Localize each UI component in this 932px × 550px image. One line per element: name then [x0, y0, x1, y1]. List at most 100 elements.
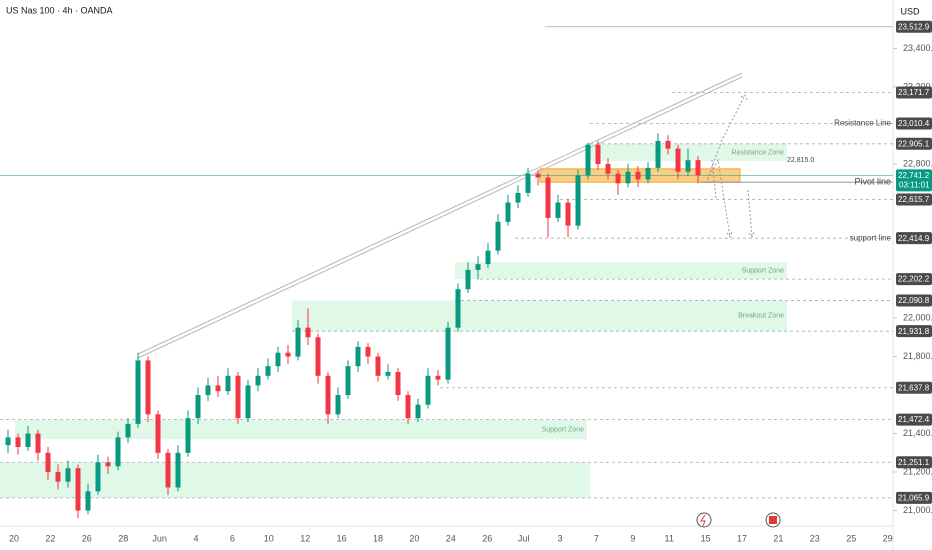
- trendline: [137, 72, 743, 359]
- candle-body: [435, 375, 441, 380]
- x-tick-label: 28: [118, 533, 128, 543]
- x-tick-label: 20: [9, 533, 19, 543]
- candle-body: [475, 264, 481, 270]
- candle-body: [635, 171, 641, 180]
- x-tick-label: Jun: [152, 533, 167, 543]
- candle-body: [85, 491, 91, 511]
- zone-label: Support Zone: [742, 268, 785, 275]
- price-tag-label: 22,615.7: [898, 195, 930, 204]
- level-label: support line: [850, 233, 892, 242]
- candle-body: [205, 385, 211, 396]
- zone-label: Resistance Zone: [731, 149, 784, 156]
- candle-body: [395, 371, 401, 396]
- candle-body: [235, 375, 241, 419]
- y-tick-label: 22,000.0: [903, 312, 932, 322]
- candle-body: [665, 140, 671, 149]
- x-tick-label: Jul: [518, 533, 530, 543]
- price-tag-label: 22,414.9: [898, 234, 930, 243]
- candle-body: [505, 202, 511, 222]
- candle-body: [75, 468, 81, 511]
- chart-title: US Nas 100 · 4h · OANDA: [6, 5, 113, 15]
- price-tag: [896, 137, 932, 150]
- candle-body: [575, 175, 581, 226]
- countdown-label: 03:11:01: [899, 180, 930, 189]
- candle-body: [465, 269, 471, 290]
- current-price-tag: [896, 169, 932, 192]
- y-tick-label: 23,200.0: [903, 81, 932, 91]
- candle-body: [245, 385, 251, 419]
- zone-label: Breakout Zone: [738, 313, 784, 320]
- x-tick-label: 6: [230, 533, 235, 543]
- price-tag: [896, 325, 932, 338]
- price-tag: [896, 193, 932, 206]
- candle-body: [215, 385, 221, 392]
- price-tag: [896, 117, 932, 130]
- candle-body: [225, 375, 231, 392]
- candle-body: [685, 160, 691, 172]
- candle-body: [135, 360, 141, 424]
- candle-body: [495, 221, 501, 251]
- candle-body: [145, 360, 151, 415]
- candle-body: [645, 167, 651, 180]
- candle-body: [485, 250, 491, 265]
- candle-body: [255, 375, 261, 386]
- price-tag-label: 21,065.9: [898, 493, 930, 502]
- candle-body: [595, 144, 601, 165]
- x-tick-label: 3: [557, 533, 562, 543]
- x-tick-label: 12: [300, 533, 310, 543]
- candle-body: [625, 171, 631, 184]
- y-tick-label: 21,200.0: [903, 466, 932, 476]
- candle-body: [585, 144, 591, 176]
- candle-body: [55, 472, 61, 482]
- current-price-label: 22,741.2: [898, 171, 930, 180]
- level-label: Pivot line: [854, 177, 891, 187]
- bottom-icons: [696, 512, 781, 528]
- price-tag-label: 23,010.4: [898, 119, 930, 128]
- price-tag-label: 22,202.2: [898, 275, 930, 284]
- candle-body: [375, 356, 381, 376]
- candle-body: [105, 462, 111, 467]
- price-tag-label: 21,931.8: [898, 327, 930, 336]
- candle-body: [415, 404, 421, 419]
- price-tag: [896, 86, 932, 99]
- price-tag-label: 22,090.8: [898, 296, 930, 305]
- price-tag: [896, 413, 932, 426]
- candle-body: [265, 366, 271, 376]
- candle-body: [385, 371, 391, 376]
- zone: [15, 419, 587, 440]
- price-tag-label: 21,637.8: [898, 383, 930, 392]
- candle-body: [15, 437, 21, 448]
- candle-body: [365, 346, 371, 357]
- x-tick-label: 25: [846, 533, 856, 543]
- candle-body: [345, 366, 351, 396]
- x-tick-label: 16: [337, 533, 347, 543]
- candle-body: [275, 352, 281, 367]
- price-tag-label: 21,251.1: [898, 458, 930, 467]
- candle-body: [515, 192, 521, 203]
- y-tick-label: 23,400.0: [903, 43, 932, 53]
- zone: [455, 262, 787, 280]
- candle-body: [175, 452, 181, 488]
- candle-body: [675, 148, 681, 172]
- price-tag-label: 23,171.7: [898, 88, 930, 97]
- candle-body: [545, 177, 551, 218]
- x-tick-label: 10: [264, 533, 274, 543]
- candle-body: [165, 452, 171, 488]
- candle-body: [695, 160, 701, 176]
- candle-body: [195, 395, 201, 419]
- candle-body: [155, 414, 161, 453]
- x-tick-label: 26: [482, 533, 492, 543]
- x-tick-label: 24: [446, 533, 456, 543]
- zone-label: Support Zone: [542, 426, 585, 433]
- candle-body: [525, 173, 531, 193]
- price-tag: [896, 20, 932, 33]
- candle-body: [115, 437, 121, 467]
- price-tag: [896, 456, 932, 469]
- candle-body: [285, 352, 291, 357]
- candle-body: [655, 140, 661, 168]
- x-tick-label: 11: [665, 533, 674, 543]
- y-tick-label: 21,800.0: [903, 351, 932, 361]
- annotation: 22,815.0: [787, 157, 814, 164]
- price-tag-label: 21,472.4: [898, 415, 930, 424]
